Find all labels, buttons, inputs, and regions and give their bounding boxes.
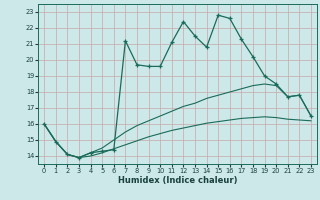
X-axis label: Humidex (Indice chaleur): Humidex (Indice chaleur) — [118, 176, 237, 185]
